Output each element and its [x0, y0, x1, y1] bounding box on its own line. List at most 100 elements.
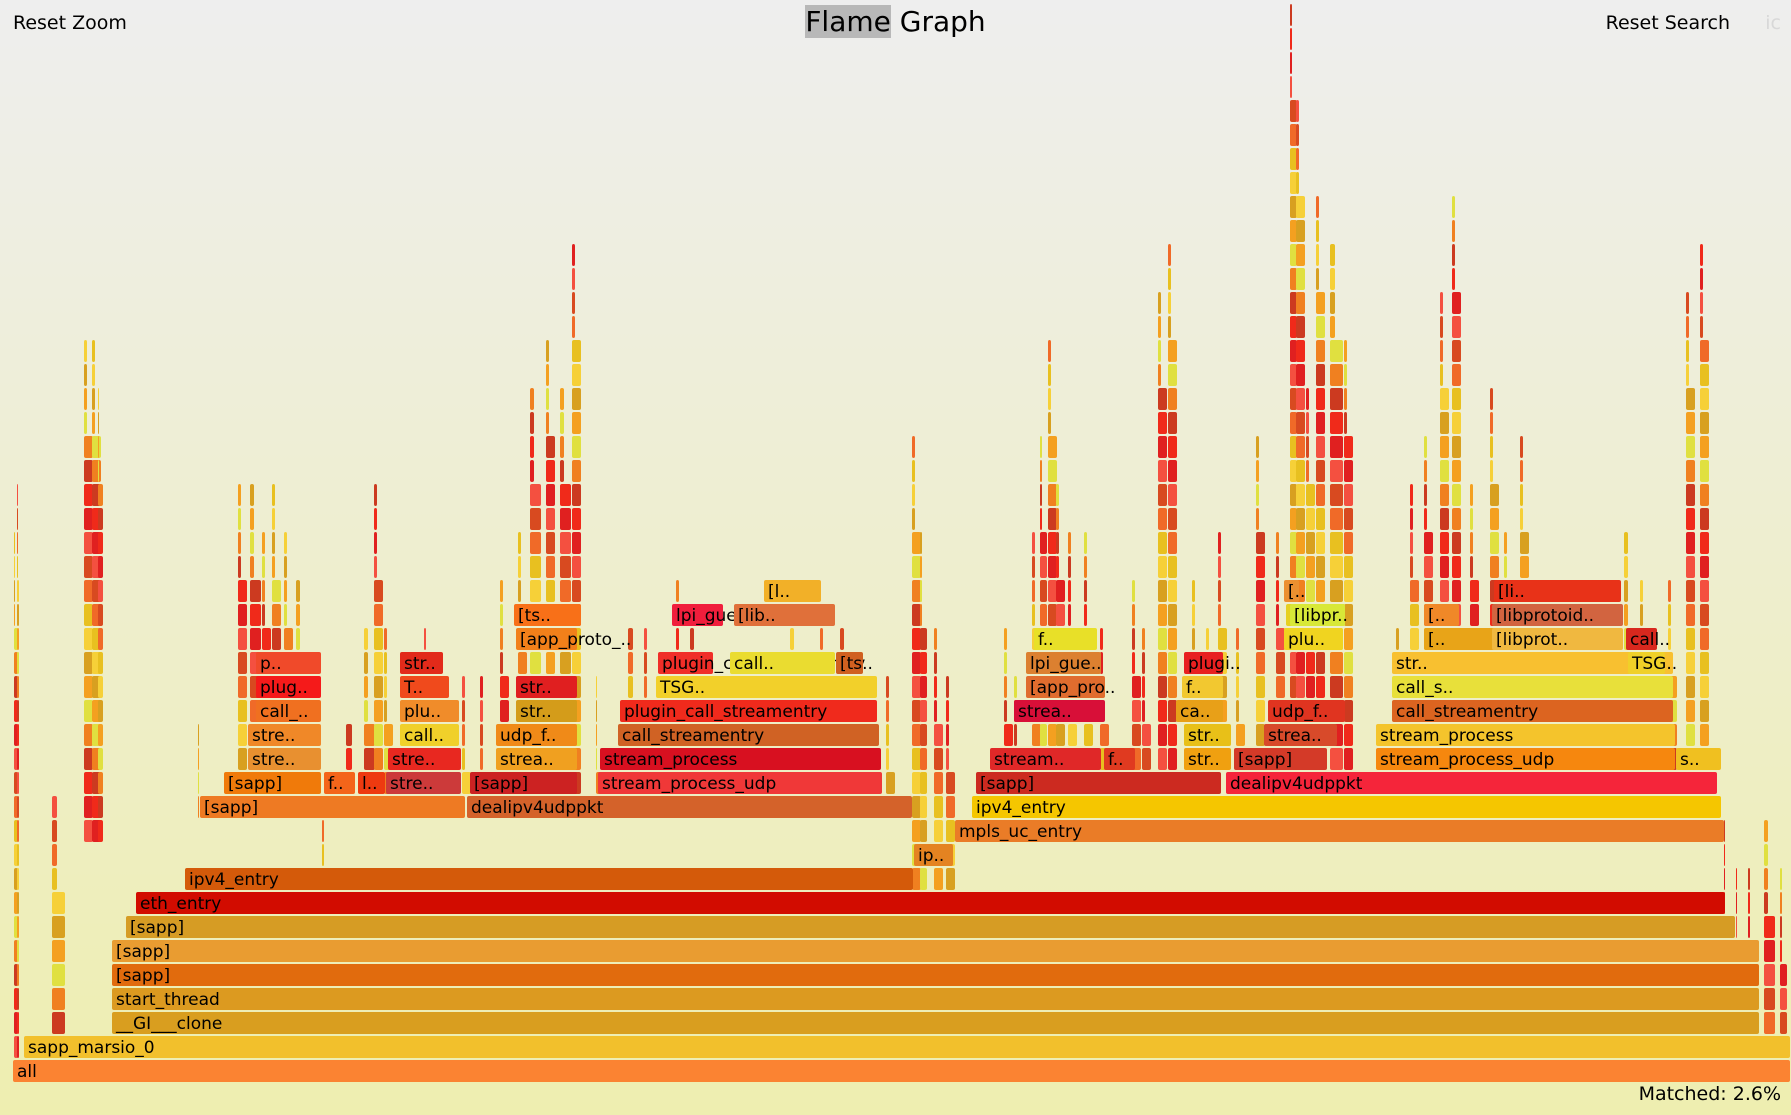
flame-frame-small[interactable]: [912, 676, 921, 698]
flame-frame[interactable]: [1264, 724, 1337, 746]
flame-frame-small[interactable]: [384, 628, 387, 650]
flame-frame-small[interactable]: [1424, 580, 1433, 602]
flame-frame-small[interactable]: [1344, 364, 1347, 386]
flame-frame-small[interactable]: [530, 388, 534, 410]
flame-frame-small[interactable]: [546, 580, 555, 602]
flame-frame-small[interactable]: [1424, 436, 1427, 458]
flame-frame-small[interactable]: [374, 532, 377, 554]
flame-frame-small[interactable]: [1316, 676, 1325, 698]
flame-frame-small[interactable]: [1142, 652, 1145, 674]
flame-frame-small[interactable]: [1330, 364, 1343, 386]
flame-frame-small[interactable]: [644, 628, 647, 650]
flame-frame-small[interactable]: [946, 820, 955, 842]
flame-frame-small[interactable]: [546, 364, 549, 386]
flame-frame-small[interactable]: [1158, 556, 1167, 578]
flame-frame-small[interactable]: [934, 652, 937, 674]
flame-frame-small[interactable]: [1686, 532, 1695, 554]
flame-frame-small[interactable]: [92, 340, 95, 362]
flame-frame-small[interactable]: [1276, 580, 1279, 602]
flame-frame-small[interactable]: [17, 484, 18, 506]
flame-frame-small[interactable]: [1316, 484, 1325, 506]
flame-frame-small[interactable]: [1068, 532, 1071, 554]
flame-frame-small[interactable]: [1686, 388, 1695, 410]
flame-frame-small[interactable]: [1132, 652, 1135, 674]
flame-frame-small[interactable]: [364, 724, 375, 746]
flame-frame-small[interactable]: [920, 556, 922, 578]
flame-frame-small[interactable]: [1206, 628, 1209, 650]
flame-frame-small[interactable]: [1344, 484, 1353, 506]
flame-frame-small[interactable]: [272, 556, 275, 578]
flame-frame-small[interactable]: [374, 724, 383, 746]
flame-frame-small[interactable]: [1256, 484, 1259, 506]
flame-frame-small[interactable]: [1168, 388, 1177, 410]
flame-frame-small[interactable]: [1168, 724, 1177, 746]
flame-frame[interactable]: [496, 748, 577, 770]
flame-frame-small[interactable]: [1316, 652, 1325, 674]
flame-frame-small[interactable]: [284, 604, 287, 626]
flame-frame-small[interactable]: [1306, 388, 1309, 410]
flame-frame-small[interactable]: [1132, 580, 1135, 602]
flame-frame-small[interactable]: [1168, 700, 1177, 722]
flame-frame-small[interactable]: [1724, 868, 1725, 890]
flame-frame[interactable]: [1492, 604, 1623, 626]
flame-frame-small[interactable]: [98, 700, 103, 722]
flame-frame-small[interactable]: [14, 580, 15, 602]
flame-frame-small[interactable]: [1700, 316, 1703, 338]
flame-frame-small[interactable]: [920, 772, 927, 794]
flame-frame[interactable]: [1424, 604, 1459, 626]
flame-frame-small[interactable]: [14, 556, 15, 578]
flame-frame-small[interactable]: [572, 652, 581, 674]
flame-frame-small[interactable]: [1764, 1012, 1775, 1034]
flame-frame-small[interactable]: [1296, 244, 1305, 266]
flame-frame-small[interactable]: [1158, 604, 1167, 626]
flame-frame[interactable]: [24, 1036, 1790, 1058]
flame-frame-small[interactable]: [1410, 556, 1413, 578]
flame-frame-small[interactable]: [1424, 460, 1427, 482]
flame-frame-small[interactable]: [84, 364, 87, 386]
flame-frame-small[interactable]: [1686, 724, 1695, 746]
flame-frame-small[interactable]: [1276, 604, 1279, 626]
flame-frame[interactable]: [764, 580, 821, 602]
flame-frame-small[interactable]: [912, 796, 921, 818]
flame-frame-small[interactable]: [1040, 436, 1042, 458]
flame-frame-small[interactable]: [238, 724, 247, 746]
flame-frame-small[interactable]: [262, 604, 265, 626]
flame-frame-small[interactable]: [1040, 484, 1042, 506]
flame-frame[interactable]: [126, 916, 1735, 938]
flame-frame-small[interactable]: [1256, 460, 1259, 482]
flame-frame-small[interactable]: [934, 772, 943, 794]
flame-frame-small[interactable]: [17, 916, 19, 938]
flame-frame-small[interactable]: [1344, 388, 1347, 410]
flame-frame-small[interactable]: [596, 700, 597, 722]
flame-frame-small[interactable]: [546, 460, 555, 482]
flame-frame-small[interactable]: [1158, 388, 1167, 410]
flame-frame-small[interactable]: [1686, 316, 1689, 338]
flame-frame-small[interactable]: [1158, 316, 1161, 338]
flame-frame[interactable]: [224, 772, 321, 794]
flame-frame-small[interactable]: [546, 484, 555, 506]
flame-frame-small[interactable]: [1764, 820, 1768, 842]
flame-frame-small[interactable]: [530, 484, 541, 506]
flame-frame-small[interactable]: [1410, 484, 1413, 506]
flame-frame-small[interactable]: [1084, 556, 1087, 578]
flame-frame-small[interactable]: [374, 628, 383, 650]
flame-frame-small[interactable]: [84, 748, 93, 770]
flame-frame-small[interactable]: [644, 676, 647, 698]
flame-frame[interactable]: [1226, 772, 1717, 794]
flame-frame[interactable]: [1290, 604, 1345, 626]
flame-frame-small[interactable]: [920, 604, 922, 626]
flame-frame-small[interactable]: [1296, 412, 1305, 434]
flame-frame-small[interactable]: [1306, 460, 1309, 482]
flame-frame[interactable]: [324, 772, 355, 794]
flame-frame-small[interactable]: [1520, 556, 1529, 578]
flame-frame-small[interactable]: [1296, 556, 1305, 578]
flame-frame-small[interactable]: [1290, 388, 1297, 410]
flame-frame[interactable]: [1014, 700, 1105, 722]
flame-frame[interactable]: [1376, 748, 1675, 770]
flame-frame-small[interactable]: [920, 820, 927, 842]
flame-frame-small[interactable]: [1296, 676, 1305, 698]
flame-frame-small[interactable]: [1068, 724, 1077, 746]
flame-frame-small[interactable]: [1700, 484, 1709, 506]
flame-frame-small[interactable]: [1668, 580, 1671, 602]
flame-frame-small[interactable]: [946, 868, 955, 890]
